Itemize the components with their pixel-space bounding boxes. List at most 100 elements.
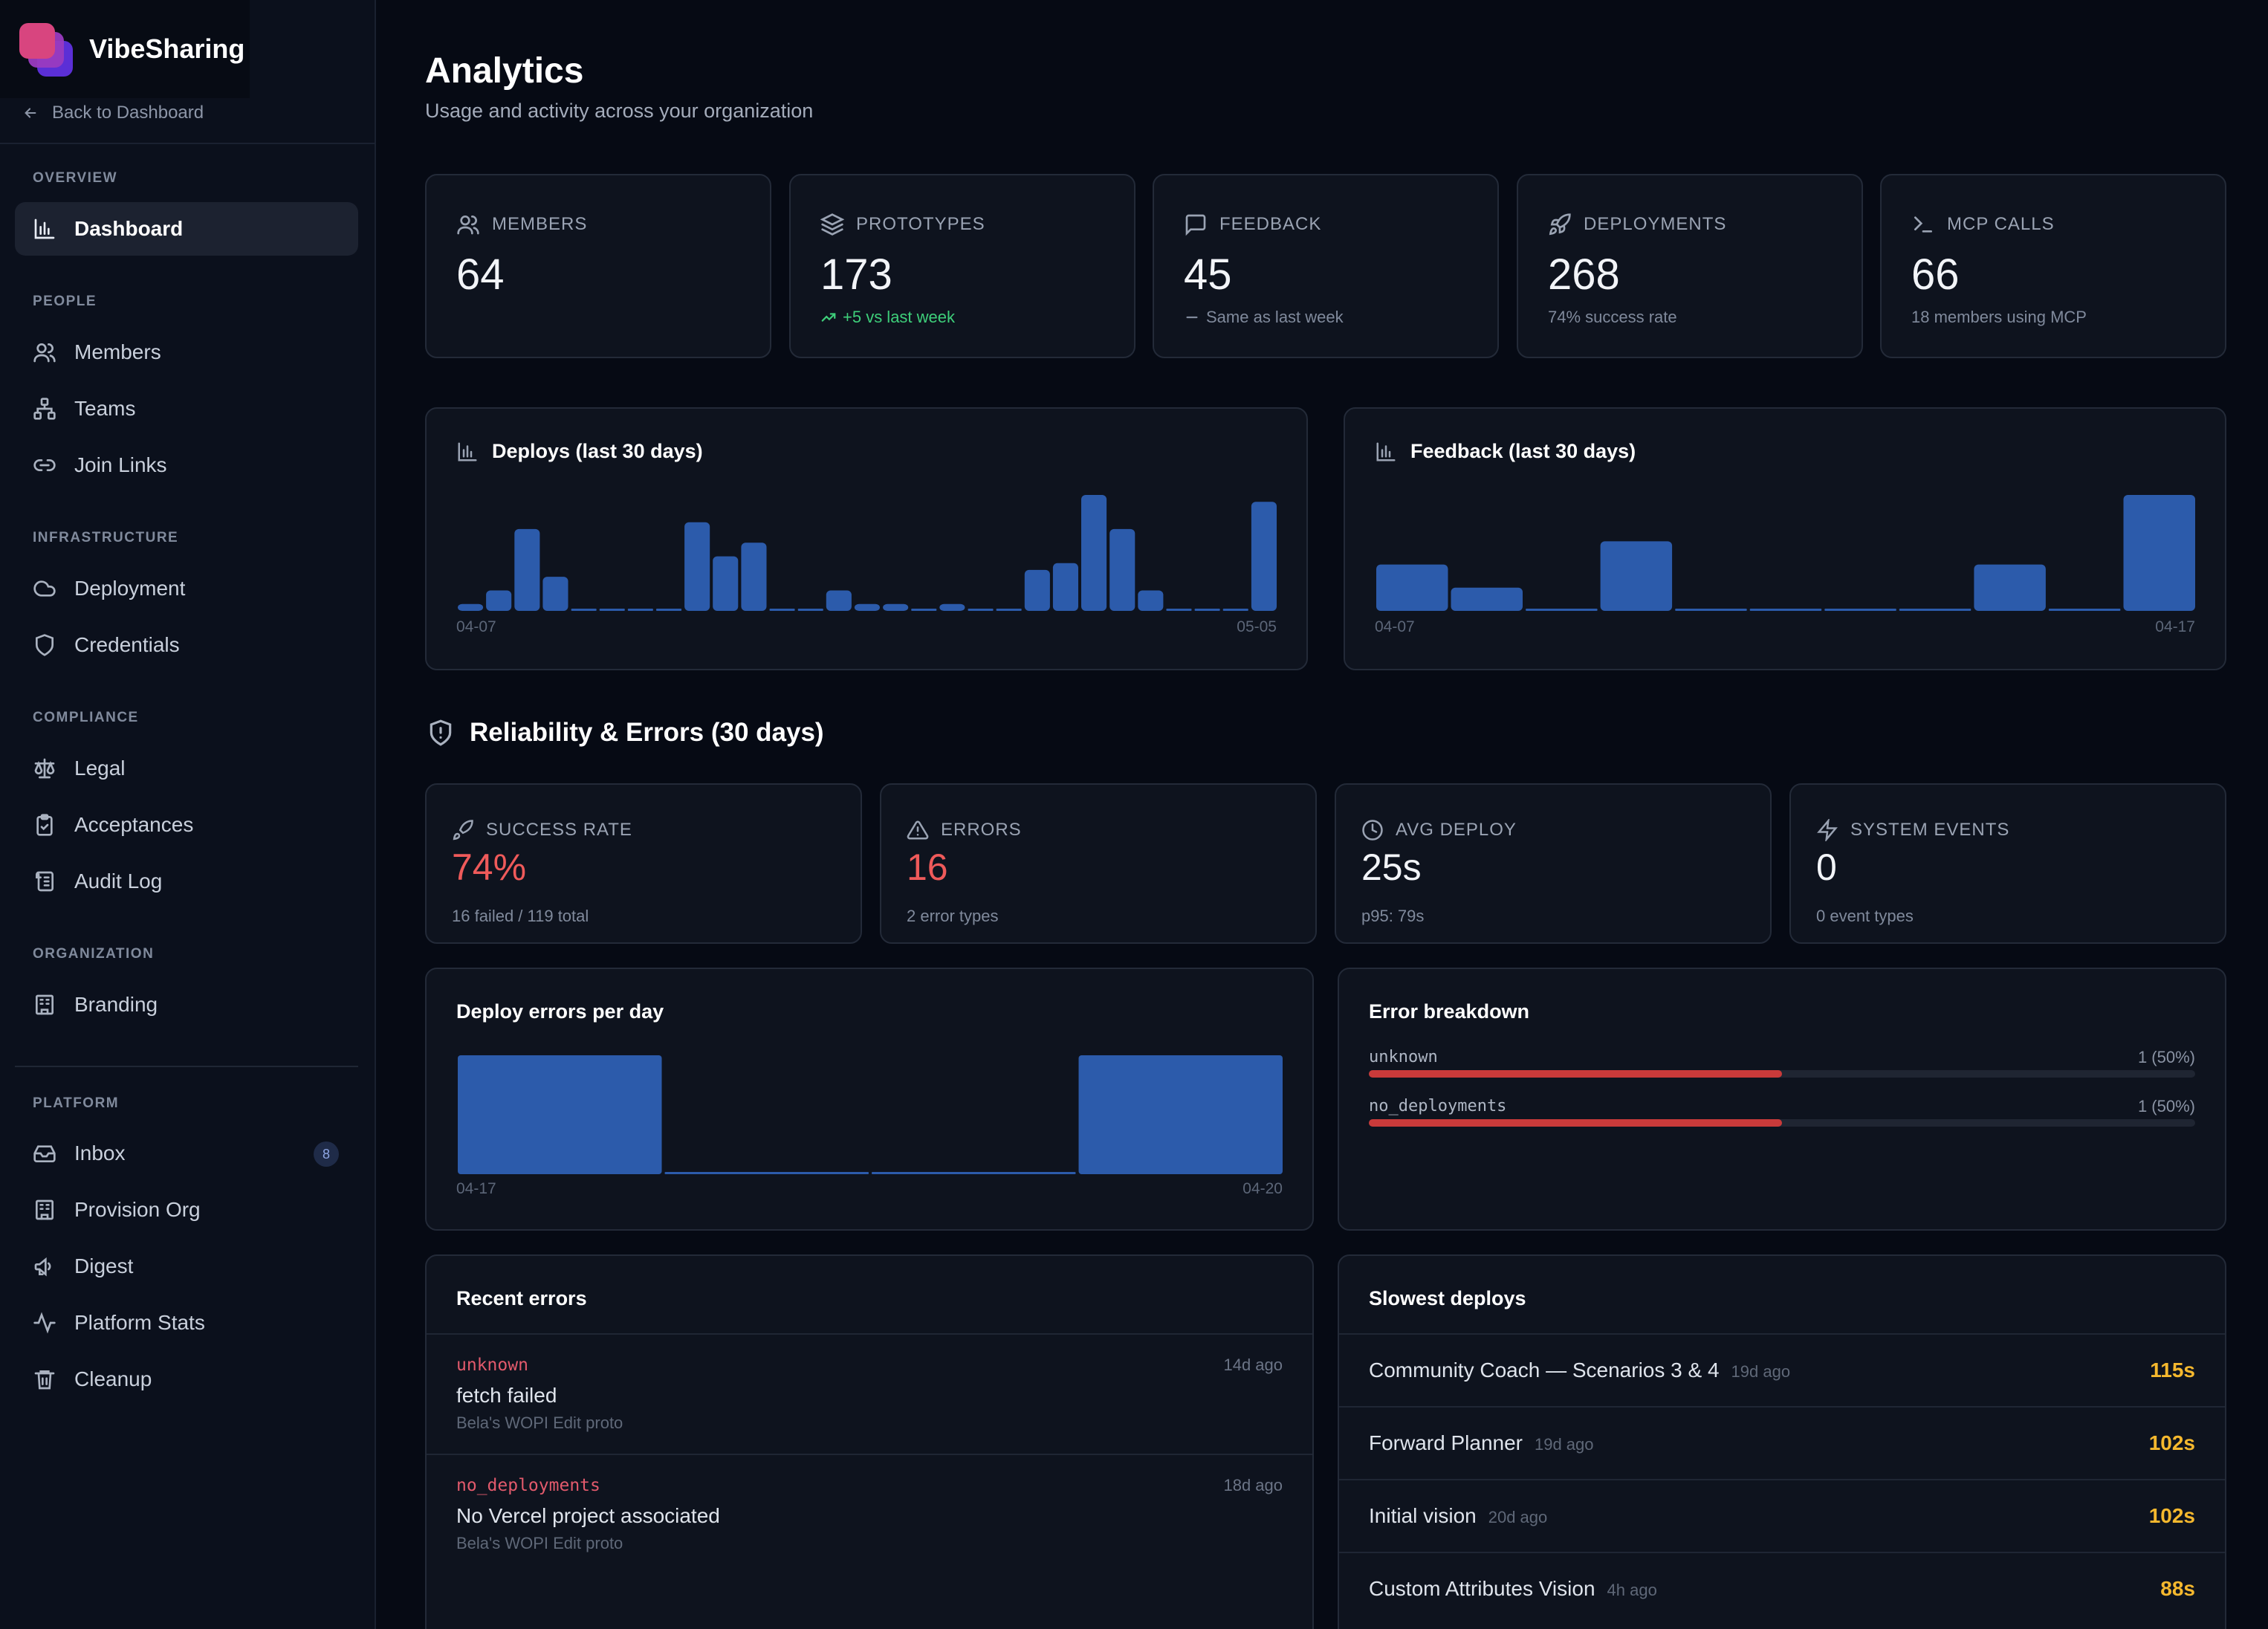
chart-bar [571, 609, 597, 611]
users-icon [457, 216, 479, 235]
deploy-duration: 88s [2160, 1577, 2195, 1600]
deploy-name: Community Coach — Scenarios 3 & 4 [1369, 1358, 1720, 1382]
sidebar-item-credentials[interactable]: Credentials [15, 618, 358, 672]
deploy-errors-bar-chart [458, 1055, 1283, 1174]
divider [427, 1454, 1312, 1455]
chart-bar [826, 590, 852, 611]
error-source: Bela's WOPI Edit proto [456, 1534, 623, 1552]
chart-title-text: Deploys (last 30 days) [492, 440, 703, 462]
x-axis-end-label: 04-20 [1242, 1180, 1283, 1197]
sidebar-item-legal[interactable]: Legal [15, 742, 358, 795]
error-code: no_deployments [456, 1476, 600, 1495]
error-bar-fill [1369, 1070, 1782, 1078]
label: Cleanup [74, 1367, 152, 1390]
sidebar-item-join-links[interactable]: Join Links [15, 438, 358, 492]
stat-trend: +5 vs last week [820, 308, 955, 327]
chart-bar [1166, 609, 1192, 611]
scroll-icon [36, 871, 54, 892]
error-bar-fill [1369, 1119, 1782, 1127]
stat-card-prototypes: PROTOTYPES 173 +5 vs last week [789, 174, 1135, 358]
stat-subtext: 18 members using MCP [1911, 308, 2087, 326]
error-count: 1 (50%) [2137, 1048, 2195, 1066]
arrow-left-icon [25, 108, 36, 118]
x-axis-end-label: 05-05 [1237, 618, 1277, 635]
chart-bar [1024, 569, 1050, 611]
sidebar-item-dashboard[interactable]: Dashboard [15, 202, 358, 256]
link-icon [33, 459, 56, 471]
label: Members [74, 340, 161, 363]
sidebar-item-members[interactable]: Members [15, 326, 358, 379]
rel-header: AVG DEPLOY [1361, 819, 1517, 841]
reliability-section-title: Reliability & Errors (30 days) [427, 718, 824, 748]
rel-label: AVG DEPLOY [1396, 820, 1517, 840]
stat-header: MCP CALLS [1911, 213, 2055, 236]
sidebar-item-cleanup[interactable]: Cleanup [15, 1353, 358, 1406]
chart-bar [1376, 564, 1448, 611]
stat-header: DEPLOYMENTS [1548, 213, 1726, 236]
chart-bar [684, 522, 710, 611]
sidebar-item-platform-stats[interactable]: Platform Stats [15, 1296, 358, 1350]
users-icon [33, 343, 56, 363]
slow-deploy-item[interactable]: Initial vision 20d ago 102s [1369, 1504, 2195, 1528]
stat-label: MEMBERS [492, 214, 588, 234]
recent-error-item[interactable]: no_deployments No Vercel project associa… [456, 1476, 1283, 1553]
scale-icon [34, 758, 55, 779]
chart-bar [1899, 609, 1971, 611]
message-square-icon [1185, 214, 1206, 236]
label: Acceptances [74, 813, 194, 836]
chart-bar [656, 609, 682, 611]
rel-card-success-rate: SUCCESS RATE 74% 16 failed / 119 total [425, 783, 862, 944]
clock-icon [1362, 820, 1383, 841]
chart-bar [486, 590, 512, 611]
section-compliance: COMPLIANCE [33, 710, 139, 725]
rel-value: 25s [1361, 846, 1422, 888]
x-axis-start-label: 04-17 [456, 1180, 496, 1197]
chart-bar [458, 1055, 662, 1174]
sidebar-item-inbox[interactable]: Inbox 8 [15, 1127, 358, 1180]
slow-deploy-item[interactable]: Custom Attributes Vision 4h ago 88s [1369, 1577, 2195, 1601]
sidebar-item-deployment[interactable]: Deployment [15, 562, 358, 615]
feedback-chart-card: Feedback (last 30 days) 04-07 04-17 [1344, 407, 2226, 670]
chart-bar [872, 1172, 1076, 1174]
page-subtitle: Usage and activity across your organizat… [425, 100, 814, 122]
stat-header: MEMBERS [456, 213, 587, 236]
divider [427, 1333, 1312, 1335]
sidebar-item-digest[interactable]: Digest [15, 1240, 358, 1293]
sidebar-item-acceptances[interactable]: Acceptances [15, 798, 358, 852]
x-axis-start-label: 04-07 [1375, 618, 1415, 635]
recent-error-item[interactable]: unknown fetch failed Bela's WOPI Edit pr… [456, 1356, 1283, 1433]
rel-header: SYSTEM EVENTS [1816, 819, 2009, 841]
x-axis-start-label: 04-07 [456, 618, 496, 635]
bar-chart-icon [1376, 442, 1396, 461]
label: Legal [74, 757, 126, 780]
back-to-dashboard-link[interactable]: Back to Dashboard [22, 103, 204, 123]
section-people: PEOPLE [33, 294, 97, 309]
stat-trend: Same as last week [1184, 308, 1344, 327]
slow-deploy-item[interactable]: Community Coach — Scenarios 3 & 4 19d ag… [1369, 1358, 2195, 1382]
sidebar-item-provision-org[interactable]: Provision Org [15, 1183, 358, 1237]
chart-bar [542, 577, 568, 611]
brand[interactable]: VibeSharing [0, 0, 250, 98]
chart-bar [627, 609, 653, 611]
divider [1339, 1479, 2225, 1480]
slow-deploy-item[interactable]: Forward Planner 19d ago 102s [1369, 1431, 2195, 1455]
label: Audit Log [74, 869, 163, 893]
section-overview: OVERVIEW [33, 170, 118, 186]
slowest-deploys-card: Slowest deploys Community Coach — Scenar… [1338, 1254, 2226, 1629]
sidebar-item-audit-log[interactable]: Audit Log [15, 855, 358, 908]
divider [1339, 1333, 2225, 1335]
back-label: Back to Dashboard [52, 103, 204, 123]
feedback-bar-chart [1376, 495, 2195, 611]
stat-value: 173 [820, 250, 892, 299]
error-message: No Vercel project associated [456, 1504, 720, 1527]
stat-label: DEPLOYMENTS [1584, 214, 1727, 234]
sidebar-item-branding[interactable]: Branding [15, 978, 358, 1032]
chart-bar [1251, 502, 1277, 611]
error-source: Bela's WOPI Edit proto [456, 1413, 623, 1432]
chart-bar [2123, 495, 2195, 611]
sidebar-item-teams[interactable]: Teams [15, 382, 358, 435]
panel-title: Recent errors [456, 1287, 587, 1309]
stat-card-feedback: FEEDBACK 45 Same as last week [1153, 174, 1499, 358]
rel-subtext: 0 event types [1816, 907, 1914, 925]
label: Dashboard [74, 217, 184, 240]
